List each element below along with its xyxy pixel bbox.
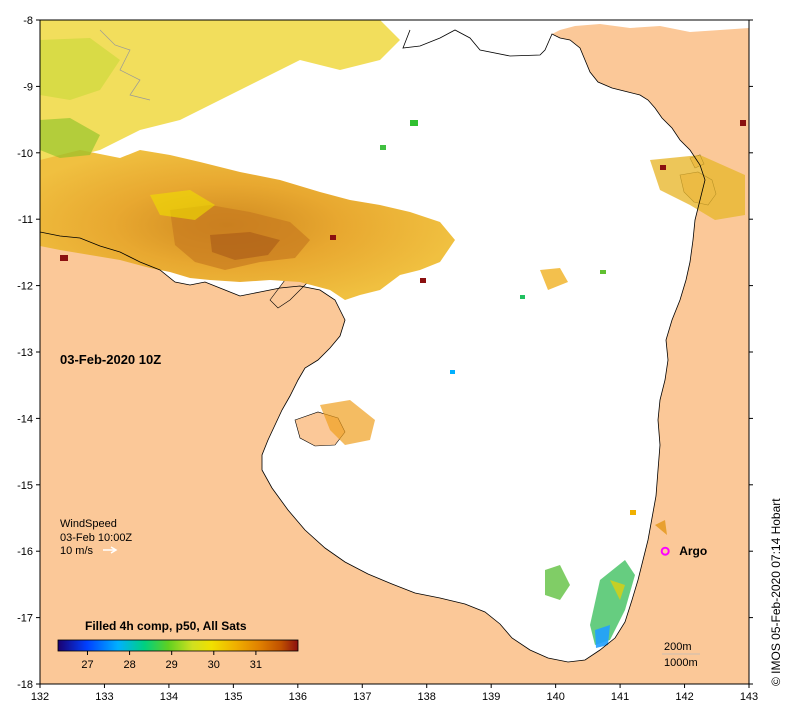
y-tick-label: -12 xyxy=(17,281,33,293)
x-tick-label: 134 xyxy=(160,691,178,703)
x-tick-label: 135 xyxy=(224,691,242,703)
y-tick-label: -9 xyxy=(23,81,33,93)
colorbar-tick-label: 27 xyxy=(81,659,93,671)
wind-legend: WindSpeed 03-Feb 10:00Z 10 m/s xyxy=(60,518,132,557)
depth-1000m: 1000m xyxy=(664,657,698,669)
x-tick-label: 143 xyxy=(740,691,758,703)
y-tick-label: -18 xyxy=(17,679,33,691)
colorbar-tick-label: 30 xyxy=(208,659,220,671)
wind-scale: 10 m/s xyxy=(60,545,94,557)
y-tick-label: -10 xyxy=(17,148,33,160)
wind-time: 03-Feb 10:00Z xyxy=(60,532,132,544)
y-tick-label: -11 xyxy=(18,214,33,226)
y-tick-label: -13 xyxy=(17,347,33,359)
wind-title: WindSpeed xyxy=(60,518,117,530)
x-tick-label: 138 xyxy=(418,691,436,703)
x-tick-label: 137 xyxy=(353,691,371,703)
imos-credit: © IMOS 05-Feb-2020 07:14 Hobart xyxy=(769,498,783,686)
y-tick-label: -16 xyxy=(17,546,33,558)
x-tick-label: 141 xyxy=(611,691,629,703)
argo-marker: Argo xyxy=(660,544,707,558)
y-tick-label: -15 xyxy=(17,480,33,492)
x-tick-label: 139 xyxy=(482,691,500,703)
depth-200m: 200m xyxy=(664,641,692,653)
depth-legend: 200m 1000m xyxy=(662,641,700,669)
y-tick-label: -8 xyxy=(23,15,33,27)
x-tick-label: 133 xyxy=(95,691,113,703)
sst-field xyxy=(40,20,746,648)
x-tick-label: 142 xyxy=(675,691,693,703)
x-tick-label: 136 xyxy=(289,691,307,703)
colorbar: Filled 4h comp, p50, All Sats 27 28 29 30 31 xyxy=(57,619,299,671)
river-outline xyxy=(99,29,151,101)
wind-arrow-icon xyxy=(103,546,118,554)
argo-label: Argo xyxy=(679,544,707,558)
y-tick-label: -14 xyxy=(17,413,33,425)
x-axis: 132 133 134 135 136 137 138 139 140 141 142 143 xyxy=(31,684,758,703)
x-tick-label: 140 xyxy=(546,691,564,703)
colorbar-tick-label: 29 xyxy=(166,659,178,671)
y-axis: -8 -9 -10 -11 -12 -13 -14 -15 -16 -17 -18 xyxy=(17,15,753,691)
colorbar-title: Filled 4h comp, p50, All Sats xyxy=(85,619,247,633)
colorbar-tick-label: 31 xyxy=(250,659,262,671)
coastline xyxy=(40,29,706,663)
colorbar-tick-label: 28 xyxy=(123,659,135,671)
argo-icon xyxy=(660,546,670,556)
colorbar-scale xyxy=(57,639,299,652)
y-tick-label: -17 xyxy=(17,613,33,625)
date-label: 03-Feb-2020 10Z xyxy=(60,352,161,367)
x-tick-label: 132 xyxy=(31,691,49,703)
